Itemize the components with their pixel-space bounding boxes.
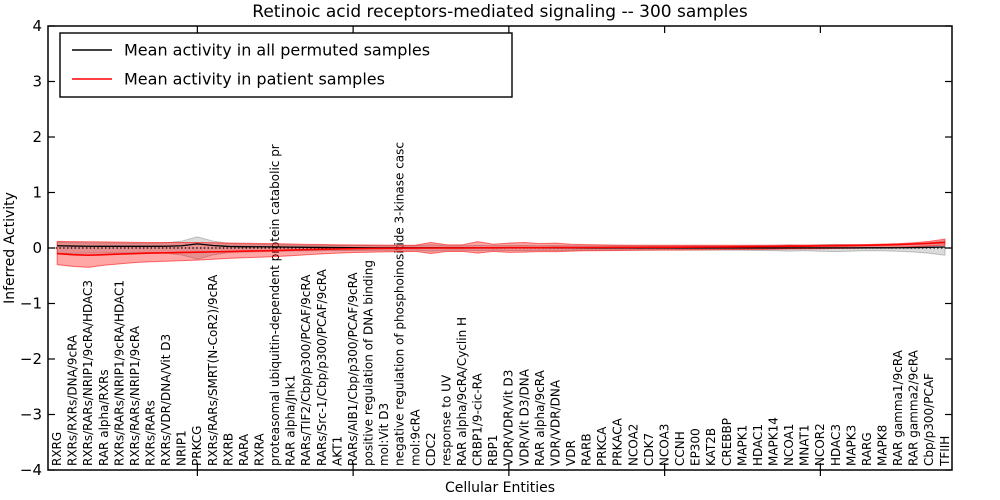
legend-box [59,32,513,98]
y-tick-label: −3 [20,406,42,424]
x-tick-label: RXRs/RARs/SMRT(N-CoR2)/9cRA [206,274,220,466]
x-tick-label: VDR/Vit D3/DNA [517,368,531,466]
x-tick-label: RXRs/RARs/NRIP1/9cRA/HDAC3 [81,280,95,466]
x-tick-label: MAPK8 [876,425,890,466]
x-tick-label: RAR alpha/9cRA [533,369,547,466]
x-tick-label: MAPK1 [735,425,749,466]
x-tick-label: RXRG [50,432,64,466]
series-lines [48,241,952,257]
x-tick-label: KAT2B [704,428,718,466]
chart-title: Retinoic acid receptors-mediated signali… [252,2,748,22]
legend-label-permuted: Mean activity in all permuted samples [124,41,430,60]
x-tick-label: positive regulation of DNA binding [362,260,376,466]
x-tick-label: RXRs/RXRs/DNA/9cRA [66,334,80,466]
x-tick-label: NCOA1 [782,424,796,466]
x-tick-label: NCOA2 [626,424,640,466]
tick-marks [48,25,952,476]
x-tick-label: Cbp/p300/PCAF [922,373,936,466]
y-tick-label: 3 [32,73,42,91]
x-tick-label: RAR alpha/Jnk1 [284,375,298,466]
x-tick-label: VDR/VDR/DNA [548,379,562,466]
x-tick-label: negative regulation of phosphoinositide … [393,142,407,466]
y-tick-label: 0 [32,239,42,257]
x-tick-label: RBP1 [486,435,500,466]
x-tick-label: RAR gamma1/9cRA [891,349,905,466]
x-tick-label: TFIIH [938,436,952,467]
x-tick-label: MAPK3 [844,425,858,466]
legend-label-patient: Mean activity in patient samples [124,70,385,89]
x-tick-labels: RXRG RXRs/RXRs/DNA/9cRA RXRs/RARs/NRIP1/9c… [50,142,952,467]
y-tick-label: −4 [20,461,42,479]
x-tick-label: mol:9cRA [408,409,422,466]
x-tick-label: PRKACA [611,417,625,466]
y-axis-label: Inferred Activity [2,192,18,304]
x-tick-label: RARs/TIF2/Cbp/p300/PCAF/9cRA [299,274,313,466]
x-tick-label: RARs/Src-1/Cbp/p300/PCAF/9cRA [315,268,329,466]
x-tick-label: RARG [860,432,874,466]
y-tick-label: −1 [20,295,42,313]
x-tick-label: CDK7 [642,433,656,466]
series-patient-line [57,241,946,257]
legend: Mean activity in all permuted samples Me… [59,32,513,98]
x-tick-label: VDR/VDR/Vit D3 [502,370,516,466]
x-tick-label: PRKCG [190,426,204,466]
x-axis-label: Cellular Entities [445,480,555,496]
x-tick-label: mol:Vit D3 [377,403,391,466]
x-tick-label: CCNH [673,431,687,466]
y-tick-label: 1 [32,184,42,202]
x-tick-label: RARB [580,433,594,466]
x-tick-label: NCOR2 [813,423,827,466]
x-tick-label: response to UV [439,374,453,466]
x-tick-label: RARA [237,433,251,466]
x-tick-label: VDR [564,440,578,466]
x-tick-label: HDAC1 [751,424,765,466]
x-tick-label: RAR alpha/9cRA/Cyclin H [455,317,469,466]
x-tick-label: CREBBP [720,418,734,466]
y-tick-labels: 4 3 2 1 0 −1 −2 −3 −4 [20,17,42,479]
x-tick-label: RXRA [253,433,267,466]
x-tick-label: RXRs/RARs [143,400,157,466]
x-tick-label: RXRs/RARs/NRIP1/9cRA/HDAC1 [112,280,126,466]
x-tick-label: MNAT1 [798,424,812,466]
x-tick-label: RARs/AIB1/Cbp/p300/PCAF/9cRA [346,272,360,466]
x-tick-label: RAR gamma2/9cRA [907,349,921,466]
x-tick-label: RXRs/VDR/DNA/Vit D3 [159,334,173,466]
x-tick-label: EP300 [689,428,703,466]
x-tick-label: RXRs/RARs/NRIP1/9cRA [128,325,142,466]
x-tick-label: MAPK14 [766,417,780,466]
band-patient [56,238,946,268]
y-tick-label: 4 [32,17,42,35]
x-tick-label: RXRB [221,433,235,466]
x-tick-label: AKT1 [330,436,344,466]
x-tick-label: NRIP1 [175,430,189,466]
x-tick-label: RAR alpha/RXRs [97,369,111,466]
x-tick-label: CDC2 [424,432,438,466]
y-tick-label: 2 [32,128,42,146]
y-tick-label: −2 [20,350,42,368]
x-tick-label: PRKCA [595,426,609,466]
x-tick-label: proteasomal ubiquitin-dependent protein … [268,144,282,466]
x-tick-label: HDAC3 [829,424,843,466]
x-tick-label: CRBP1/9-cic-RA [471,372,485,466]
x-tick-label: NCOA3 [657,424,671,466]
